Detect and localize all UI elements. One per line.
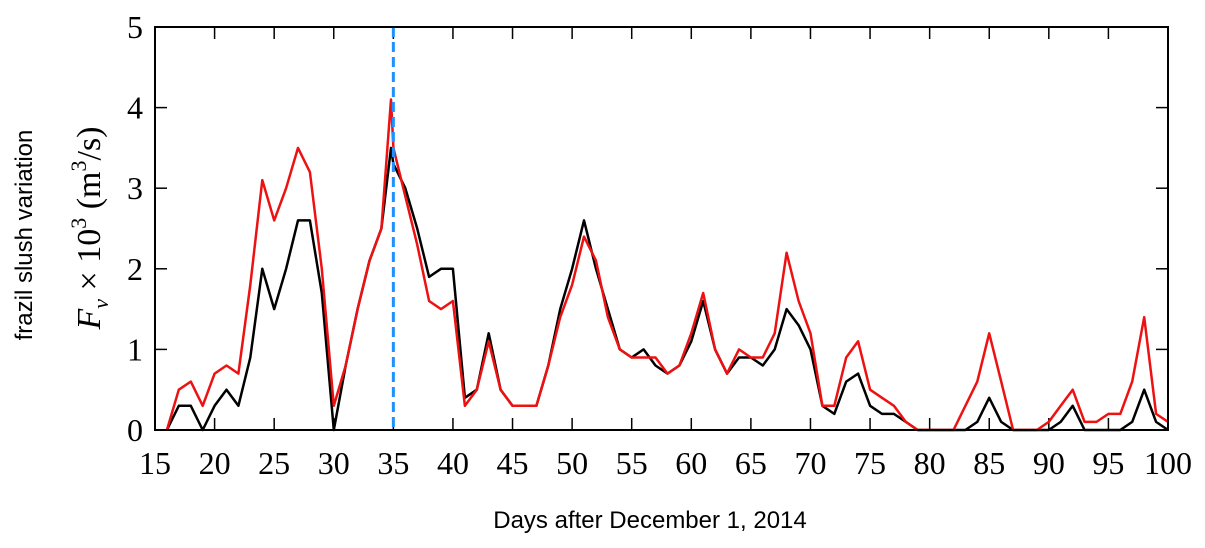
x-tick-label: 25 — [258, 445, 290, 481]
y-tick-label: 0 — [127, 412, 143, 448]
x-tick-label: 40 — [437, 445, 469, 481]
data-line — [165, 146, 1169, 432]
x-tick-label: 15 — [139, 445, 171, 481]
x-tick-label: 85 — [973, 445, 1005, 481]
x-tick-label: 20 — [199, 445, 231, 481]
y-tick-label: 1 — [127, 331, 143, 367]
y-label-part: 3 — [66, 160, 91, 171]
x-tick-label: 30 — [318, 445, 350, 481]
x-tick-label: 45 — [497, 445, 529, 481]
y-label-part: /s) — [71, 126, 108, 160]
x-tick-label: 95 — [1092, 445, 1124, 481]
y-label-part: v — [88, 299, 113, 309]
plot-frame — [154, 26, 1169, 431]
y-tick-label: 3 — [127, 170, 143, 206]
x-tick-label: 75 — [854, 445, 886, 481]
y-label-part: 3 — [66, 218, 91, 229]
y-tick-label: 5 — [127, 9, 143, 45]
x-tick-label: 90 — [1033, 445, 1065, 481]
data-line — [165, 98, 1169, 432]
y-label-part: (m — [71, 171, 108, 217]
y-tick-label: 2 — [127, 251, 143, 287]
x-tick-label: 65 — [735, 445, 767, 481]
x-tick-label: 55 — [616, 445, 648, 481]
y-axis-outer-label: frazil slush variation — [11, 130, 38, 341]
x-tick-label: 50 — [556, 445, 588, 481]
y-label-part: F — [71, 308, 108, 331]
x-tick-label: 70 — [794, 445, 826, 481]
y-axis-label: Fv × 103 (m3/s) — [66, 126, 113, 330]
x-tick-label: 100 — [1144, 445, 1192, 481]
y-label-part: × 10 — [71, 229, 108, 299]
x-tick-label: 35 — [377, 445, 409, 481]
x-axis-label: Days after December 1, 2014 — [493, 507, 807, 534]
y-tick-label: 4 — [127, 90, 143, 126]
x-tick-label: 80 — [914, 445, 946, 481]
x-tick-label: 60 — [675, 445, 707, 481]
